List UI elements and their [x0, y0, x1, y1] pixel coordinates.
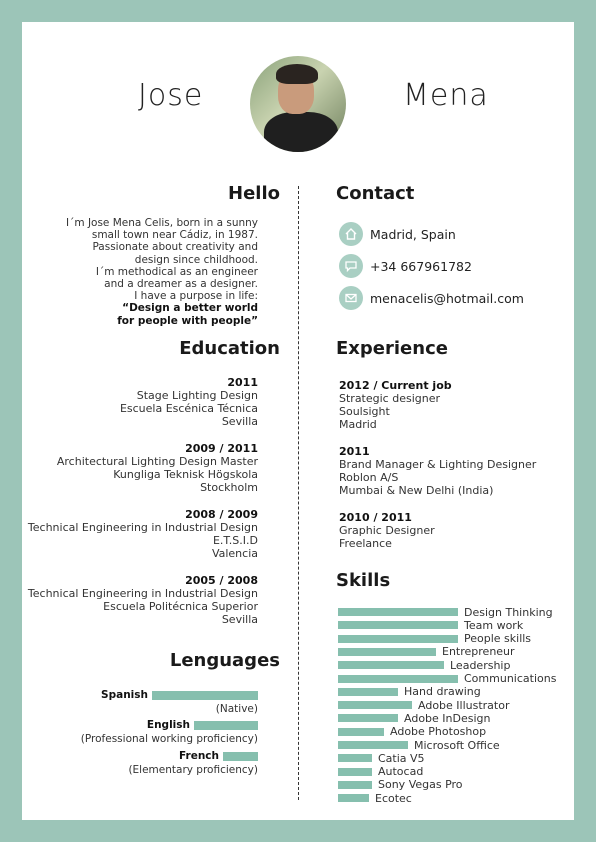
skill-item: Leadership — [338, 658, 511, 672]
contact-location: Madrid, Spain — [339, 222, 456, 246]
skill-item: Entrepreneur — [338, 645, 515, 659]
skill-level-bar — [338, 701, 412, 710]
skill-item: Sony Vegas Pro — [338, 778, 463, 792]
skill-item: Adobe InDesign — [338, 711, 491, 725]
languages-heading: Lenguages — [169, 650, 280, 671]
skill-level-bar — [338, 608, 458, 616]
skill-level-bar — [338, 754, 372, 763]
skill-level-bar — [338, 794, 369, 803]
skill-label: Autocad — [378, 765, 424, 779]
envelope-icon — [339, 286, 363, 310]
skill-label: Adobe Photoshop — [390, 725, 487, 739]
skill-level-bar — [338, 661, 444, 670]
education-item: 2005 / 2008 Technical Engineering in Ind… — [27, 574, 258, 626]
last-name: Mena — [403, 78, 489, 113]
education-item: 2008 / 2009 Technical Engineering in Ind… — [27, 508, 258, 560]
speech-bubble-icon — [339, 254, 363, 278]
skill-item: Adobe Illustrator — [338, 698, 510, 712]
skill-level-bar — [338, 714, 398, 723]
skill-label: Entrepreneur — [442, 645, 515, 659]
skill-label: Team work — [464, 618, 524, 632]
contact-phone: +34 667961782 — [339, 254, 472, 278]
education-item: 2011 Stage Lighting Design Escuela Escén… — [119, 376, 258, 428]
experience-item: 2012 / Current job Strategic designer So… — [339, 379, 452, 431]
skill-item: Catia V5 — [338, 751, 425, 765]
skills-heading: Skills — [336, 570, 391, 591]
contact-email[interactable]: menacelis@hotmail.com — [339, 286, 524, 310]
skill-item: Design Thinking — [338, 605, 553, 619]
home-icon — [339, 222, 363, 246]
skill-label: Sony Vegas Pro — [378, 778, 463, 792]
skill-item: Communications — [338, 672, 557, 685]
language-item: French (Elementary proficiency) — [128, 750, 258, 776]
language-item: Spanish (Native) — [101, 689, 258, 715]
education-heading: Education — [179, 338, 280, 359]
skill-item: Microsoft Office — [338, 738, 500, 752]
skill-label: Adobe InDesign — [404, 711, 491, 725]
experience-heading: Experience — [336, 338, 448, 359]
language-item: English (Professional working proficienc… — [80, 719, 258, 745]
skill-label: Leadership — [450, 658, 511, 672]
skill-item: Team work — [338, 618, 524, 632]
skill-level-bar — [338, 780, 372, 789]
skill-item: People skills — [338, 632, 532, 646]
education-item: 2009 / 2011 Architectural Lighting Desig… — [56, 442, 258, 494]
skill-label: Adobe Illustrator — [418, 698, 510, 712]
skill-level-bar — [338, 727, 384, 736]
skill-item: Adobe Photoshop — [338, 725, 487, 739]
life-purpose-quote: “Design a better world — [122, 302, 258, 315]
experience-item: 2010 / 2011 Graphic Designer Freelance — [339, 511, 435, 550]
profile-photo — [250, 56, 346, 152]
skill-level-bar — [338, 741, 408, 749]
language-level-bar — [152, 690, 258, 700]
language-level-bar — [223, 751, 258, 761]
skill-label: Catia V5 — [378, 751, 425, 765]
skill-label: Microsoft Office — [414, 738, 500, 752]
column-divider — [298, 186, 299, 800]
skill-item: Ecotec — [338, 791, 412, 805]
experience-item: 2011 Brand Manager & Lighting Designer R… — [339, 445, 537, 497]
skill-item: Autocad — [338, 765, 424, 779]
contact-heading: Contact — [336, 183, 415, 204]
skill-label: Ecotec — [375, 791, 412, 805]
skill-label: People skills — [464, 632, 532, 646]
language-level-bar — [194, 720, 258, 730]
skill-label: Communications — [464, 672, 557, 685]
skill-label: Design Thinking — [464, 605, 553, 619]
about-text: I´m Jose Mena Celis, born in a sunny sma… — [38, 217, 258, 327]
first-name: Jose — [138, 78, 204, 113]
hello-heading: Hello — [228, 183, 280, 204]
skill-label: Hand drawing — [404, 685, 481, 699]
skill-item: Hand drawing — [338, 685, 481, 699]
skill-level-bar — [338, 687, 398, 696]
skill-level-bar — [338, 767, 372, 776]
skill-level-bar — [338, 621, 458, 630]
skill-level-bar — [338, 674, 458, 683]
skill-level-bar — [338, 647, 436, 656]
skill-level-bar — [338, 634, 458, 643]
